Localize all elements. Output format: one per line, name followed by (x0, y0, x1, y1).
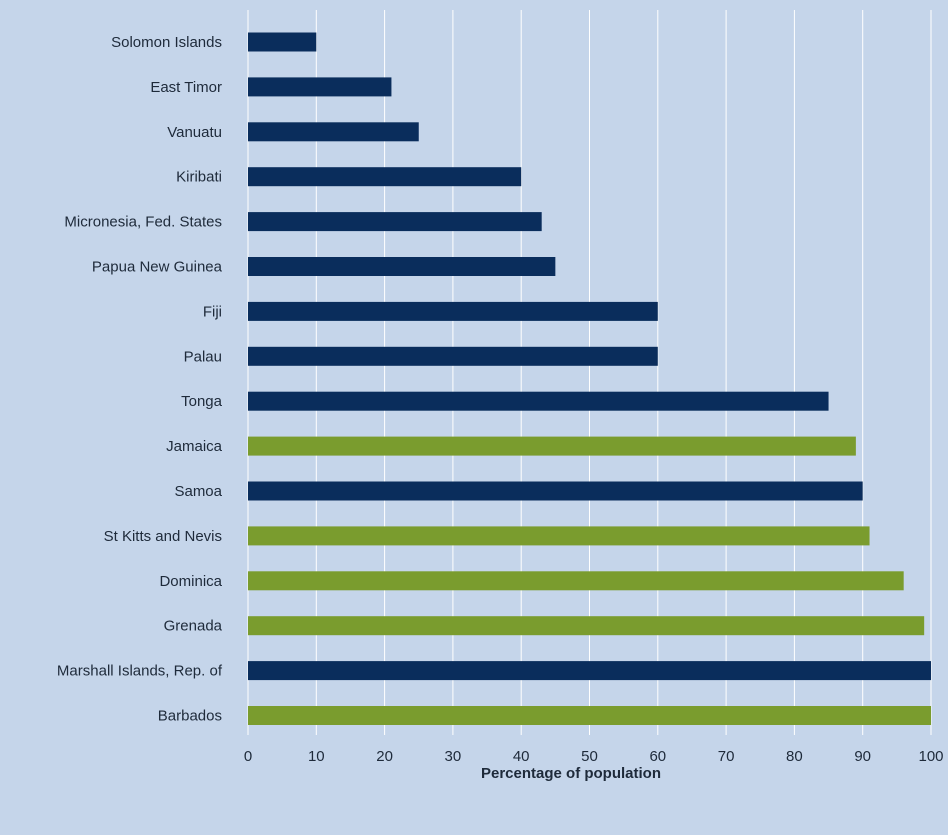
category-label: East Timor (150, 79, 222, 96)
category-label: Samoa (174, 483, 222, 500)
x-tick-label: 50 (581, 748, 598, 765)
category-label: Grenada (164, 618, 223, 635)
category-label: Dominica (159, 573, 222, 590)
bar (248, 346, 658, 366)
x-tick-label: 0 (244, 748, 252, 765)
x-tick-label: 70 (718, 748, 735, 765)
bar (248, 571, 904, 591)
bar (248, 122, 419, 142)
bar (248, 391, 829, 411)
bar (248, 661, 931, 681)
bar (248, 526, 870, 546)
category-label: St Kitts and Nevis (104, 528, 222, 545)
x-tick-label: 10 (308, 748, 325, 765)
bars (248, 32, 931, 725)
x-axis-title: Percentage of population (481, 765, 661, 782)
category-label: Barbados (158, 708, 222, 725)
category-labels: Solomon Islands East Timor Vanuatu Kiribati… (57, 34, 223, 725)
category-label: Kiribati (176, 169, 222, 186)
category-label: Micronesia, Fed. States (64, 214, 222, 231)
x-tick-labels: 0 10 20 30 40 50 60 70 80 90 100 (244, 748, 944, 765)
bar (248, 167, 522, 187)
category-label: Papua New Guinea (92, 259, 223, 276)
bar (248, 706, 931, 725)
bar (248, 481, 863, 501)
bar (248, 616, 925, 636)
x-tick-label: 90 (854, 748, 871, 765)
category-label: Tonga (181, 393, 223, 410)
category-label: Vanuatu (167, 124, 222, 141)
x-tick-label: 40 (513, 748, 530, 765)
category-label: Jamaica (166, 438, 223, 455)
x-tick-label: 20 (376, 748, 393, 765)
x-tick-label: 60 (649, 748, 666, 765)
category-label: Marshall Islands, Rep. of (57, 663, 223, 680)
bar (248, 257, 556, 276)
bar (248, 436, 856, 456)
bar (248, 77, 392, 97)
category-label: Palau (184, 348, 222, 365)
x-tick-label: 100 (918, 748, 943, 765)
bar (248, 212, 542, 232)
x-tick-label: 80 (786, 748, 803, 765)
bar (248, 32, 317, 52)
bar (248, 301, 658, 321)
x-tick-label: 30 (445, 748, 462, 765)
category-label: Solomon Islands (111, 34, 222, 51)
category-label: Fiji (203, 303, 222, 320)
